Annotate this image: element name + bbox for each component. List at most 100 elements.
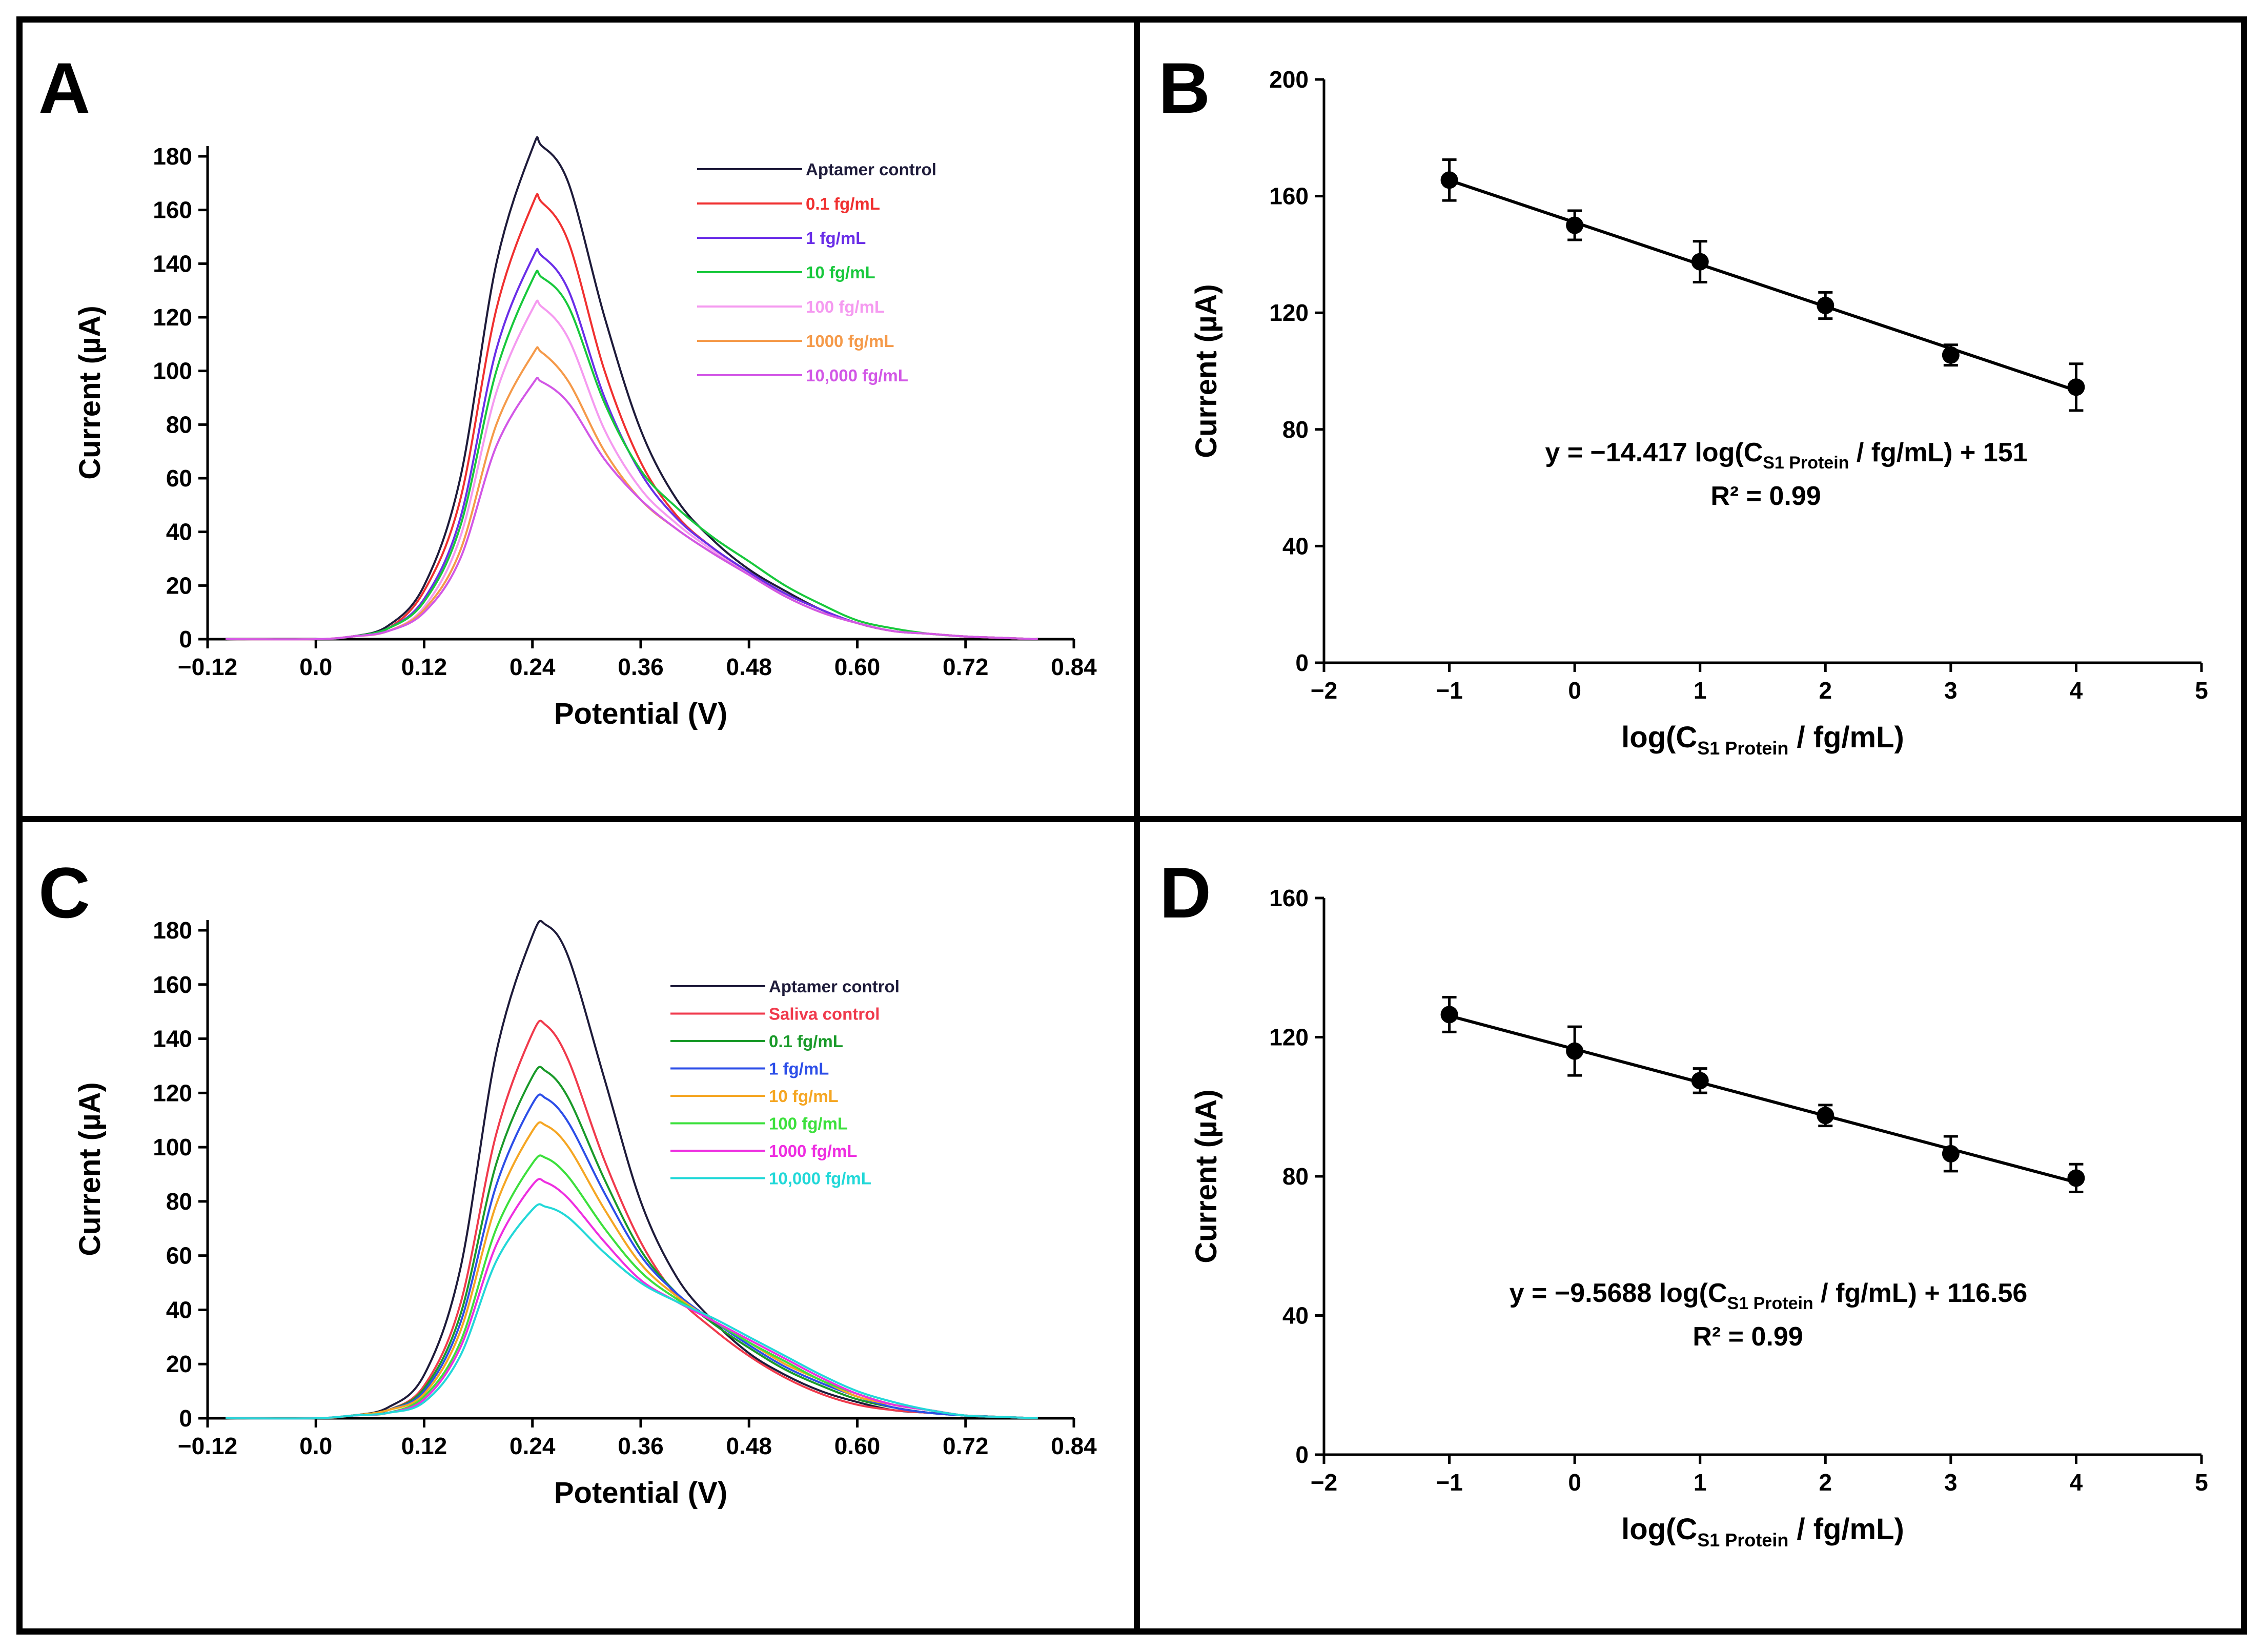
- panel-c-axes: 0 20 40 60 80 100 120 140 160 180 −0.12 0.0 0.12 0.24…: [73, 917, 1097, 1510]
- panel-c-xtick-label: 0.0: [299, 1433, 332, 1459]
- panel-b-data-point: [1942, 346, 1960, 364]
- panel-d-xtick-label: 3: [1944, 1469, 1958, 1496]
- panel-c-series-line-5: [226, 1154, 1038, 1420]
- panel-c-series-line-6: [226, 1178, 1038, 1420]
- panel-a-xtick-label: 0.72: [943, 654, 989, 680]
- panel-d-x-axis-label-sub: S1 Protein: [1697, 1529, 1788, 1551]
- panel-a-ytick-label: 160: [153, 197, 192, 223]
- panel-b-ytick-label: 80: [1282, 416, 1309, 443]
- panel-d-equation-end: / fg/mL) + 116.56: [1813, 1278, 2028, 1308]
- panel-b-data-point: [1440, 171, 1458, 189]
- panel-c-legend-label-2: 0.1 fg/mL: [769, 1032, 843, 1051]
- panel-d-ytick-label: 120: [1269, 1024, 1309, 1051]
- panel-d-equation-main: y = −9.5688 log(C: [1510, 1278, 1727, 1308]
- panel-a: A 0 20 40 60 80 100 120 140 160 180 −0.12 0.0 0.12 0.2…: [38, 48, 1097, 730]
- panel-a-ytick-label: 80: [166, 411, 192, 438]
- panel-c-ytick-label: 120: [153, 1079, 192, 1106]
- panel-c-ytick-label: 60: [166, 1242, 192, 1269]
- panel-d-y-axis-label: Current (µA): [1190, 1089, 1223, 1263]
- panel-c-series-line-3: [226, 1093, 1038, 1420]
- panel-b-x-axis-label-sub: S1 Protein: [1697, 738, 1788, 759]
- panel-b-equation-end: / fg/mL) + 151: [1849, 438, 2027, 467]
- panel-b-equation: y = −14.417 log(CS1 Protein / fg/mL) + 1…: [1545, 438, 2027, 473]
- panel-d-data-point: [1691, 1072, 1709, 1090]
- panel-b-xtick-label: 0: [1568, 677, 1581, 704]
- panel-b-letter: B: [1158, 48, 1210, 128]
- panel-a-legend-label-6: 10,000 fg/mL: [806, 366, 908, 385]
- panel-a-legend-label-4: 100 fg/mL: [806, 297, 885, 316]
- panel-b: B 0 40 80 120 160 200 −2 −1 0 1 2 3 4 5 Current (µA) log…: [1158, 48, 2208, 759]
- panel-c-xtick-label: 0.72: [943, 1433, 989, 1459]
- panel-d-ytick-label: 80: [1282, 1163, 1309, 1190]
- panel-a-ytick-label: 0: [179, 626, 192, 652]
- panel-c-y-axis-label: Current (µA): [73, 1082, 107, 1256]
- panel-d-xtick-label: 1: [1694, 1469, 1707, 1496]
- panel-a-ytick-label: 140: [153, 250, 192, 277]
- panel-c-legend-label-4: 10 fg/mL: [769, 1087, 839, 1106]
- panel-d-data-point: [2067, 1169, 2085, 1187]
- panel-a-xtick-label: 0.24: [509, 654, 556, 680]
- panel-a-series-line-0: [226, 136, 1038, 641]
- panel-c-series-line-0: [226, 920, 1038, 1420]
- panel-a-ytick-label: 120: [153, 304, 192, 331]
- panel-d-r-squared: R² = 0.99: [1693, 1322, 1803, 1352]
- panel-d-data-point: [1817, 1107, 1834, 1125]
- panel-b-ytick-label: 160: [1269, 183, 1309, 210]
- panel-c-ytick-label: 160: [153, 971, 192, 998]
- panel-c-x-axis-label: Potential (V): [554, 1476, 727, 1510]
- panel-a-ytick-label: 40: [166, 519, 192, 545]
- panel-d-data-point: [1566, 1042, 1584, 1060]
- panel-c-xtick-label: 0.60: [834, 1433, 881, 1459]
- panel-d-xtick-label: 4: [2070, 1469, 2083, 1496]
- panel-b-ytick-label: 0: [1295, 649, 1309, 676]
- panel-a-ytick-label: 100: [153, 358, 192, 384]
- panel-c-xtick-label: 0.48: [726, 1433, 772, 1459]
- panel-d-x-axis-label: log(CS1 Protein / fg/mL): [1621, 1513, 1904, 1551]
- panel-d-ytick-label: 0: [1295, 1441, 1309, 1468]
- panel-b-ytick-label: 200: [1269, 66, 1309, 93]
- panel-c-legend-label-0: Aptamer control: [769, 977, 900, 996]
- panel-b-xtick-label: −1: [1436, 677, 1462, 704]
- panel-b-x-axis-label-main: log(C: [1621, 721, 1697, 754]
- panel-b-y-axis-label: Current (µA): [1190, 284, 1223, 458]
- panel-a-legend-label-1: 0.1 fg/mL: [806, 194, 880, 213]
- panel-d-x-axis-label-end: / fg/mL): [1788, 1513, 1904, 1546]
- panel-c-legend-label-7: 10,000 fg/mL: [769, 1169, 871, 1188]
- panel-c: C 0 20 40 60 80 100 120 140 160 180 −0.12 0.0 0.12 0.2…: [38, 852, 1097, 1510]
- panel-c-ytick-label: 100: [153, 1134, 192, 1160]
- panel-d-equation-sub: S1 Protein: [1727, 1294, 1813, 1313]
- panel-b-xtick-label: 1: [1694, 677, 1707, 704]
- panel-c-xtick-label: 0.24: [509, 1433, 556, 1459]
- panel-c-ytick-label: 180: [153, 917, 192, 944]
- panel-b-fit-line: [1449, 178, 2077, 392]
- panel-a-series-line-1: [226, 193, 1038, 641]
- panel-c-xtick-label: −0.12: [178, 1433, 237, 1459]
- panel-c-series-line-7: [226, 1203, 1038, 1420]
- panel-a-xtick-label: 0.84: [1051, 654, 1097, 680]
- panel-c-xtick-label: 0.12: [401, 1433, 447, 1459]
- panel-d-xtick-label: 2: [1819, 1469, 1832, 1496]
- panel-c-xtick-label: 0.36: [618, 1433, 664, 1459]
- panel-a-x-axis-label: Potential (V): [554, 697, 727, 730]
- panel-b-xtick-label: −2: [1311, 677, 1337, 704]
- panel-a-ytick-label: 20: [166, 572, 192, 599]
- panel-c-legend-label-3: 1 fg/mL: [769, 1059, 829, 1078]
- panel-d-ytick-label: 40: [1282, 1302, 1309, 1329]
- panel-a-xtick-label: −0.12: [178, 654, 237, 680]
- panel-d-xtick-label: 0: [1568, 1469, 1581, 1496]
- panel-b-data-point: [1566, 216, 1584, 234]
- panel-c-series-group: Aptamer control Saliva control 0.1 fg/mL 1 …: [226, 920, 1038, 1420]
- panel-b-xtick-label: 2: [1819, 677, 1832, 704]
- panel-a-legend-label-2: 1 fg/mL: [806, 229, 866, 248]
- panel-b-data-point: [2067, 378, 2085, 396]
- panel-d-equation: y = −9.5688 log(CS1 Protein / fg/mL) + 1…: [1510, 1278, 2028, 1313]
- panel-c-legend-label-1: Saliva control: [769, 1005, 880, 1024]
- panel-a-ytick-label: 180: [153, 143, 192, 170]
- panel-a-xtick-label: 0.48: [726, 654, 772, 680]
- panel-a-legend-label-3: 10 fg/mL: [806, 263, 875, 282]
- panel-c-ytick-label: 0: [179, 1405, 192, 1432]
- panel-c-series-line-1: [226, 1019, 1038, 1420]
- panel-b-equation-main: y = −14.417 log(C: [1545, 438, 1763, 467]
- panel-b-ytick-label: 120: [1269, 299, 1309, 326]
